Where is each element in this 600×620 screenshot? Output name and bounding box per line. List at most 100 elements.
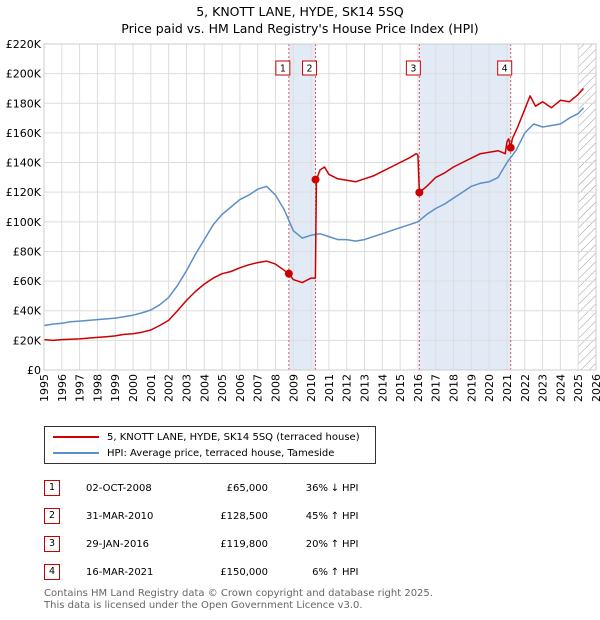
- x-tick-label: 2009: [287, 374, 300, 402]
- sale-point: [284, 269, 293, 278]
- y-tick-label: £160K: [6, 127, 42, 140]
- sale-pct: 45%: [305, 510, 328, 522]
- y-tick-label: £120K: [6, 186, 42, 199]
- legend-swatch-property: [53, 436, 99, 438]
- sale-number: 4: [44, 564, 60, 580]
- legend-label-hpi: HPI: Average price, terraced house, Tame…: [107, 447, 335, 459]
- x-tick-label: 2007: [252, 374, 265, 402]
- x-tick-label: 2011: [323, 374, 336, 402]
- x-tick-label: 2019: [465, 374, 478, 402]
- table-row: 2 31-MAR-2010 £128,500 45% ↑ HPI: [44, 502, 382, 530]
- x-tick-label: 1998: [91, 374, 104, 402]
- x-tick-label: 2017: [430, 374, 443, 402]
- x-tick-label: 2005: [216, 374, 229, 402]
- sale-arrow: ↑: [330, 566, 340, 578]
- x-tick-label: 2008: [269, 374, 282, 402]
- sale-label: 3: [410, 64, 416, 75]
- x-tick-label: 2001: [145, 374, 158, 402]
- table-row: 4 16-MAR-2021 £150,000 6% ↑ HPI: [44, 558, 382, 586]
- footer-licence: This data is licensed under the Open Gov…: [44, 600, 363, 611]
- x-tick-label: 2015: [394, 374, 407, 402]
- x-tick-label: 2002: [163, 374, 176, 402]
- sale-price: £119,800: [220, 538, 268, 550]
- sale-hpi: HPI: [342, 482, 359, 494]
- sale-date: 31-MAR-2010: [86, 510, 154, 522]
- sale-point: [506, 143, 515, 152]
- footer: Contains HM Land Registry data © Crown c…: [44, 588, 433, 612]
- x-tick-label: 2004: [198, 374, 211, 402]
- y-tick-label: £140K: [6, 157, 42, 170]
- sale-point: [415, 188, 424, 197]
- legend-swatch-hpi: [53, 452, 99, 454]
- sale-label: 1: [280, 64, 286, 75]
- x-tick-label: 2023: [537, 374, 550, 402]
- sale-hpi: HPI: [342, 538, 359, 550]
- x-tick-label: 2026: [590, 374, 600, 402]
- sale-label-box: [405, 60, 421, 76]
- x-tick-label: 2022: [519, 374, 532, 402]
- legend-item-hpi: HPI: Average price, terraced house, Tame…: [45, 446, 334, 460]
- sale-label: 2: [307, 64, 313, 75]
- y-tick-label: £180K: [6, 97, 42, 110]
- x-tick-label: 2010: [305, 374, 318, 402]
- sale-label-box: [497, 60, 513, 76]
- sale-arrow: ↑: [330, 510, 340, 522]
- sale-date: 16-MAR-2021: [86, 566, 154, 578]
- y-tick-label: £40K: [13, 305, 42, 318]
- x-tick-label: 2014: [376, 374, 389, 402]
- legend: 5, KNOTT LANE, HYDE, SK14 5SQ (terraced …: [44, 426, 376, 464]
- sale-hpi: HPI: [342, 510, 359, 522]
- legend-label-property: 5, KNOTT LANE, HYDE, SK14 5SQ (terraced …: [107, 431, 360, 443]
- price-chart: 1 2 3 4 £0 £20K £40K £60K £80K £100K £120K £140K £1…: [6, 38, 600, 402]
- x-tick-label: 2025: [572, 374, 585, 402]
- sale-label-box: [275, 60, 291, 76]
- x-tick-label: 2012: [341, 374, 354, 402]
- y-tick-label: £0: [27, 364, 41, 377]
- chart-title: 5, KNOTT LANE, HYDE, SK14 5SQ: [196, 4, 404, 19]
- sale-number: 1: [44, 480, 60, 496]
- hatched-region: [578, 44, 596, 370]
- x-tick-label: 2024: [554, 374, 567, 402]
- sale-price: £128,500: [220, 510, 268, 522]
- shaded-period: [419, 44, 511, 370]
- x-tick-label: 1995: [38, 374, 51, 402]
- x-tick-label: 2006: [234, 374, 247, 402]
- sale-date: 29-JAN-2016: [86, 538, 150, 550]
- plot-area: [44, 44, 596, 370]
- y-tick-label: £220K: [6, 38, 42, 51]
- y-tick-label: £80K: [13, 245, 42, 258]
- sales-table: 1 02-OCT-2008 £65,000 36% ↓ HPI 2 31-MAR…: [44, 474, 382, 586]
- sale-price: £65,000: [226, 482, 268, 494]
- sale-label: 4: [502, 64, 508, 75]
- y-tick-label: £200K: [6, 68, 42, 81]
- footer-copyright: Contains HM Land Registry data © Crown c…: [44, 588, 433, 599]
- x-tick-label: 1996: [56, 374, 69, 402]
- sale-arrow: ↓: [330, 482, 340, 494]
- x-tick-label: 2020: [483, 374, 496, 402]
- table-row: 3 29-JAN-2016 £119,800 20% ↑ HPI: [44, 530, 382, 558]
- sale-pct: 6%: [312, 566, 328, 578]
- y-tick-label: £20K: [13, 334, 42, 347]
- sale-label-box: [302, 60, 318, 76]
- x-tick-label: 1999: [109, 374, 122, 402]
- sale-number: 3: [44, 536, 60, 552]
- sale-price: £150,000: [220, 566, 268, 578]
- x-tick-label: 2000: [127, 374, 140, 402]
- sale-point: [311, 175, 320, 184]
- x-tick-label: 2021: [501, 374, 514, 402]
- x-tick-label: 2016: [412, 374, 425, 402]
- x-tick-label: 2018: [448, 374, 461, 402]
- y-tick-label: £100K: [6, 216, 42, 229]
- sale-pct: 36%: [305, 482, 328, 494]
- x-tick-label: 2013: [359, 374, 372, 402]
- sale-number: 2: [44, 508, 60, 524]
- property-series-line: [44, 87, 585, 342]
- table-row: 1 02-OCT-2008 £65,000 36% ↓ HPI: [44, 474, 382, 502]
- sale-pct: 20%: [305, 538, 328, 550]
- x-tick-label: 2003: [180, 374, 193, 402]
- x-tick-label: 1997: [74, 374, 87, 402]
- sale-date: 02-OCT-2008: [86, 482, 152, 494]
- plot-border: [43, 43, 597, 371]
- legend-item-property: 5, KNOTT LANE, HYDE, SK14 5SQ (terraced …: [45, 430, 360, 444]
- sale-arrow: ↑: [330, 538, 340, 550]
